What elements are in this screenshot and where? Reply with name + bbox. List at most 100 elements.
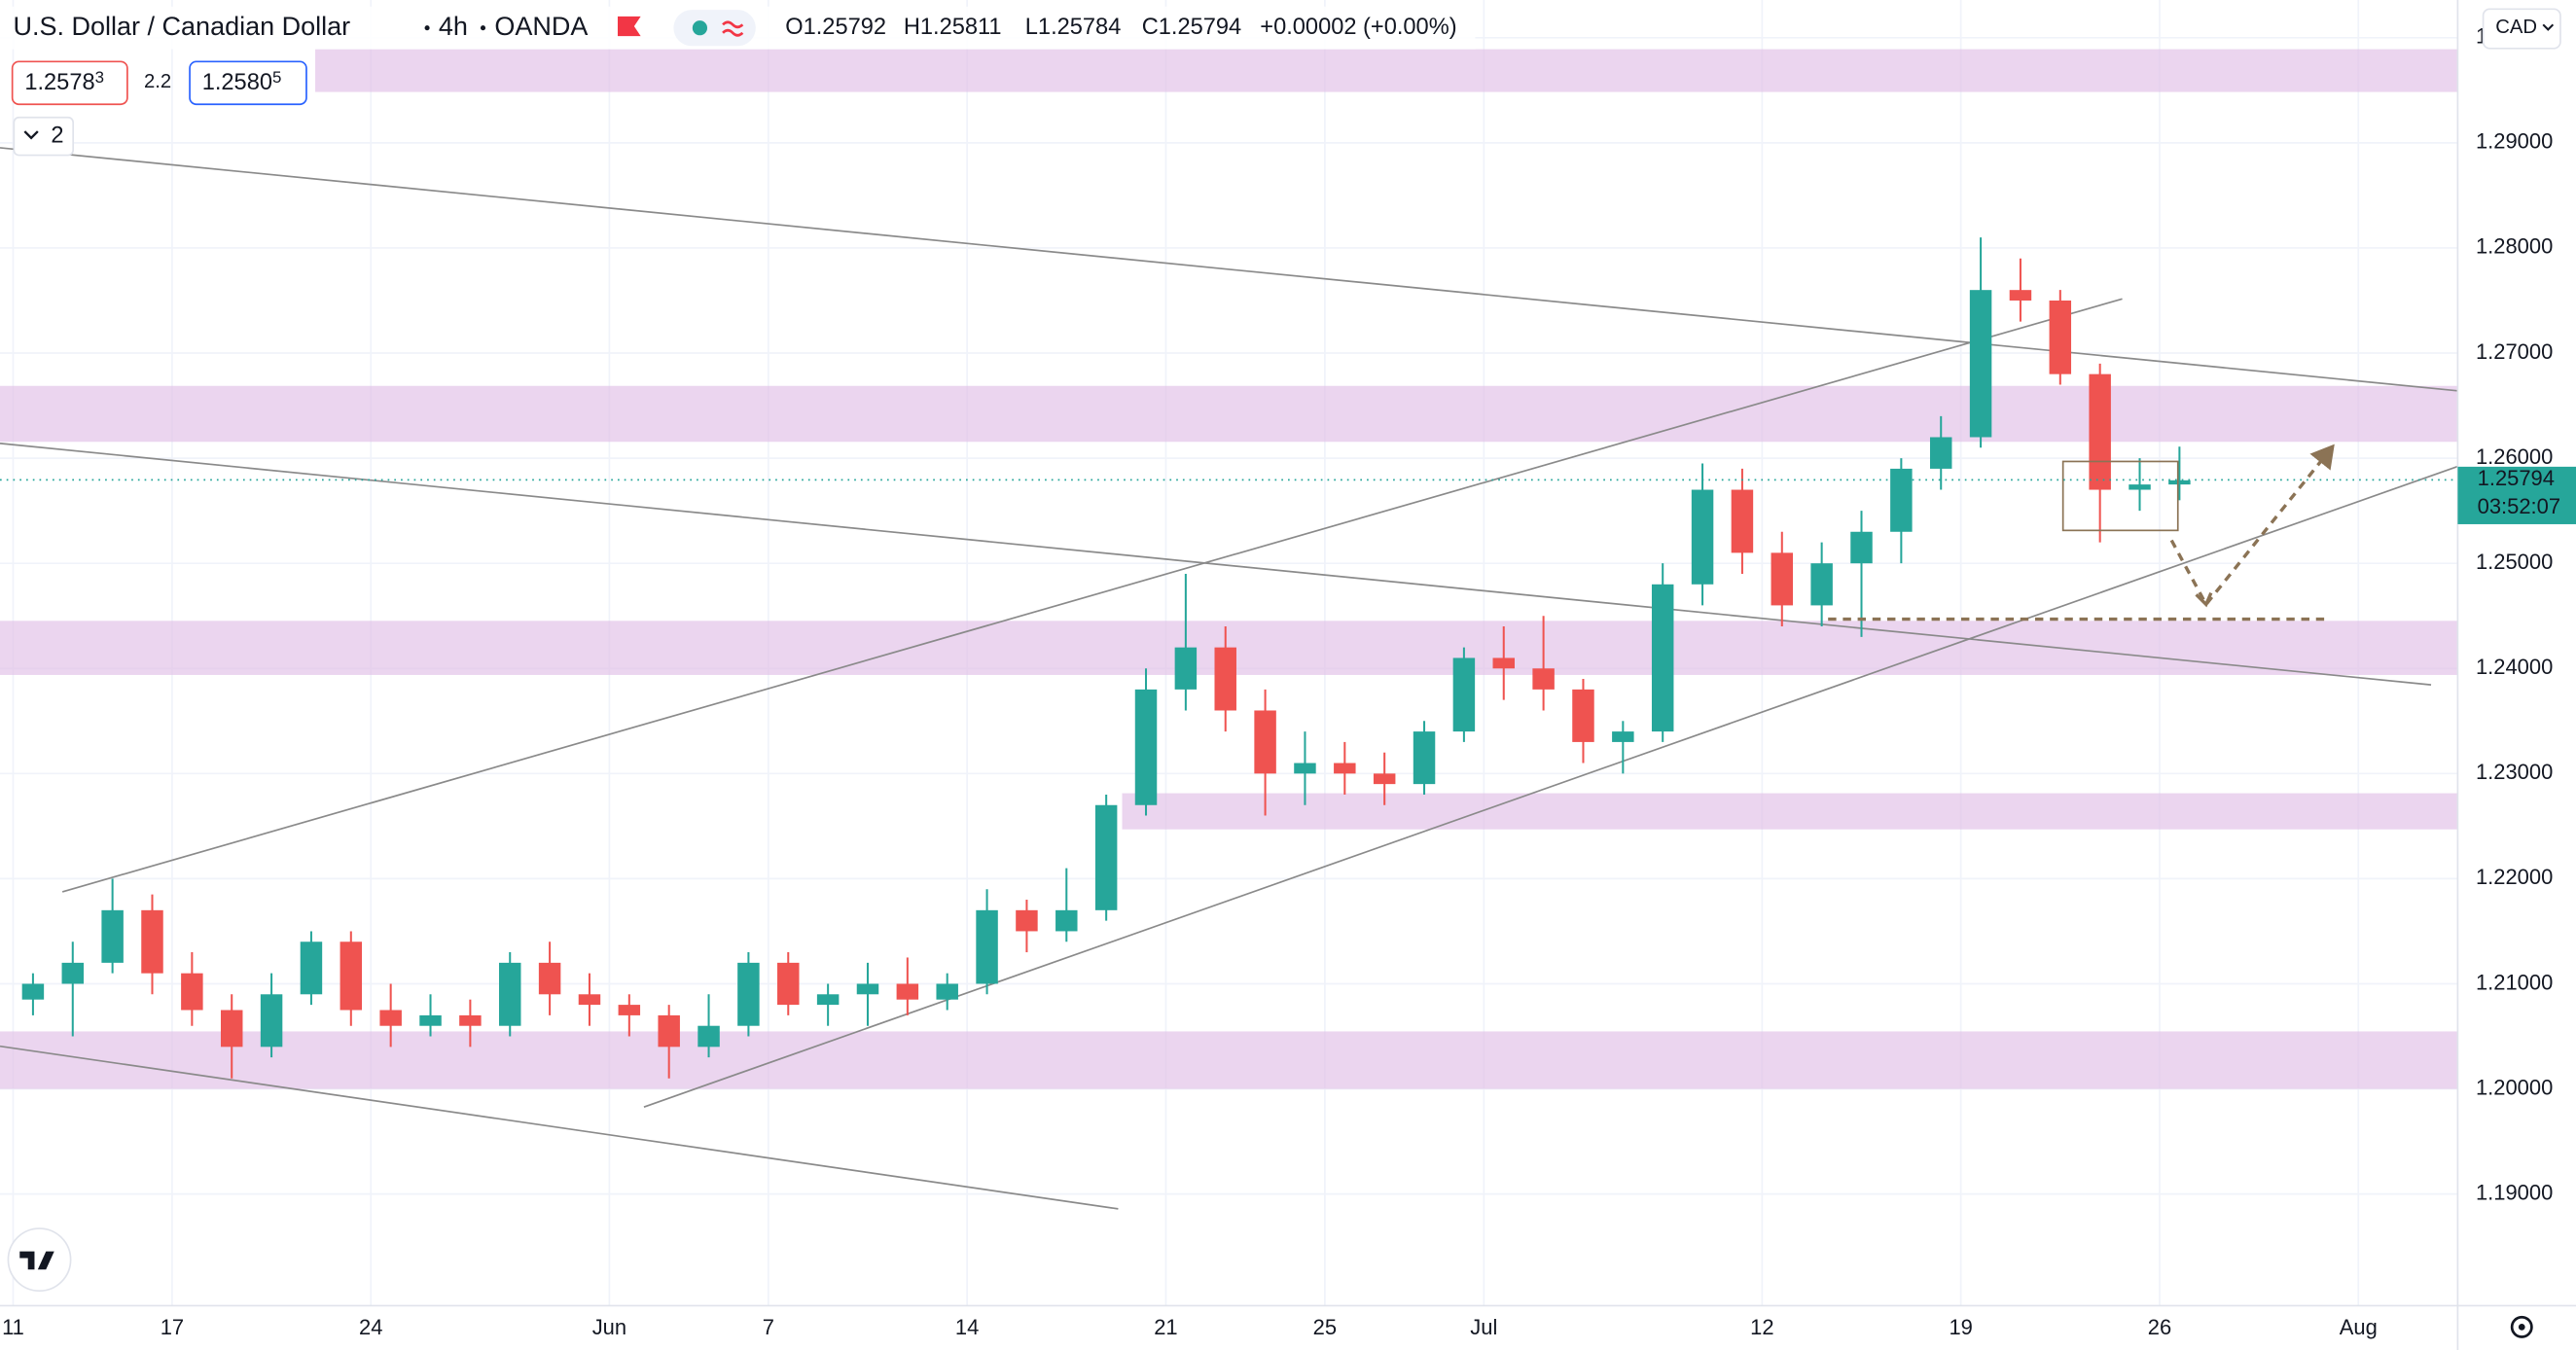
- status-wave: [722, 20, 744, 37]
- candle-body: [1413, 731, 1436, 785]
- y-tick-label: 1.19000: [2476, 1180, 2553, 1204]
- y-tick-label: 1.21000: [2476, 970, 2553, 994]
- x-tick-label: Jul: [1470, 1315, 1497, 1339]
- buy-button[interactable]: [189, 60, 307, 106]
- trend-line: [0, 147, 2458, 392]
- zone: [315, 49, 2458, 92]
- candle-body: [1890, 468, 1913, 532]
- candle-body: [419, 1014, 442, 1026]
- ohlc-value: L1.25784: [1025, 15, 1122, 40]
- currency: CAD: [2495, 17, 2537, 38]
- sell-button[interactable]: [11, 60, 128, 106]
- candle-body: [1134, 689, 1158, 805]
- spread: 2.2: [144, 71, 171, 92]
- y-tick-label: 1.29000: [2476, 129, 2553, 154]
- candle-body: [2089, 373, 2111, 490]
- trend-line: [0, 1045, 1119, 1210]
- chevron: [23, 130, 39, 140]
- trend-line: [61, 298, 2123, 893]
- candle-body: [896, 983, 919, 1000]
- candle-body: [101, 909, 124, 963]
- buy-price-pip: 5: [272, 69, 281, 88]
- currency-button[interactable]: [2482, 8, 2561, 50]
- y-tick-label: 1.28000: [2476, 234, 2553, 259]
- x-tick-label: 19: [1949, 1315, 1972, 1339]
- candle-body: [2168, 480, 2191, 485]
- candle-body: [1055, 909, 1078, 932]
- settings-icon[interactable]: [2510, 1315, 2533, 1338]
- candle-body: [260, 994, 283, 1048]
- candle-body: [1572, 689, 1594, 742]
- candle-body: [2129, 484, 2151, 490]
- zone: [0, 385, 2458, 443]
- chevron: [2542, 23, 2555, 31]
- sell-price-pip: 3: [95, 69, 104, 88]
- last-price-label: 1.25794: [2478, 466, 2555, 490]
- x-tick-label: 7: [763, 1315, 774, 1339]
- x-tick-label: Jun: [592, 1315, 626, 1339]
- candle-body: [1731, 489, 1754, 553]
- x-tick-label: 12: [1750, 1315, 1773, 1339]
- y-tick-label: 1.23000: [2476, 760, 2553, 784]
- y-tick-label: 1.27000: [2476, 339, 2553, 364]
- candle-body: [1334, 763, 1356, 774]
- candle-body: [181, 973, 203, 1011]
- candle-body: [538, 962, 561, 995]
- y-tick-label: 1.24000: [2476, 655, 2553, 679]
- exchange: OANDA: [494, 12, 588, 41]
- x-tick-label: 14: [955, 1315, 979, 1339]
- candle-body: [61, 962, 85, 984]
- x-tick-label: 26: [2148, 1315, 2171, 1339]
- y-tick-label: 1.26000: [2476, 444, 2553, 469]
- x-tick-label: Aug: [2340, 1315, 2378, 1339]
- x-tick-label: 24: [359, 1315, 382, 1339]
- candle-body: [578, 994, 601, 1006]
- candle-body: [379, 1010, 402, 1026]
- countdown-label: 03:52:07: [2478, 494, 2560, 518]
- ohlc-value: H1.25811: [904, 15, 1002, 40]
- indicators-toggle[interactable]: [13, 116, 74, 157]
- candle-body: [1373, 773, 1396, 785]
- candle-body: [698, 1025, 720, 1048]
- x-tick-label: 17: [161, 1315, 184, 1339]
- trend-line: [643, 465, 2458, 1108]
- ohlc-value: O1.25792: [785, 15, 886, 40]
- projection-arrow: [2169, 444, 2335, 608]
- candle-body: [1691, 489, 1714, 585]
- trend-line: [0, 443, 2432, 686]
- buy-price-main: 1.2580: [202, 70, 272, 95]
- x-tick-label: 21: [1154, 1315, 1177, 1339]
- tv-logo-mark: [19, 1251, 54, 1270]
- status-pill[interactable]: [673, 10, 756, 47]
- x-tick-label: 11: [2, 1315, 24, 1339]
- candle-body: [2009, 290, 2032, 301]
- candle-body: [976, 909, 998, 984]
- candle-body: [300, 941, 323, 995]
- ohlc-value: C1.25794: [1142, 15, 1241, 40]
- candle-body: [141, 909, 163, 974]
- candle-body: [1016, 909, 1038, 932]
- y-tick-label: 1.22000: [2476, 865, 2553, 889]
- candle-body: [1294, 763, 1316, 774]
- candle-body: [1969, 290, 1992, 438]
- x-tick-label: 25: [1313, 1315, 1337, 1339]
- symbol-name: U.S. Dollar / Canadian Dollar: [14, 12, 351, 41]
- candle-body: [1452, 657, 1476, 732]
- candle-body: [220, 1010, 243, 1048]
- indicator-count: 2: [51, 123, 63, 148]
- candle-body: [340, 941, 363, 1011]
- interval: 4h: [439, 12, 468, 41]
- candle-body: [1094, 804, 1118, 910]
- candle-body: [856, 983, 879, 995]
- last-price-badge: [2457, 466, 2576, 524]
- y-tick-label: 1.20000: [2476, 1075, 2553, 1099]
- candle-body: [1174, 647, 1198, 690]
- zone: [1122, 793, 2458, 830]
- candle-body: [459, 1014, 482, 1026]
- candle-body: [1651, 584, 1674, 732]
- tv-logo[interactable]: [7, 1227, 72, 1293]
- buy-price: 1.25805: [202, 69, 282, 96]
- candle-body: [1612, 731, 1634, 742]
